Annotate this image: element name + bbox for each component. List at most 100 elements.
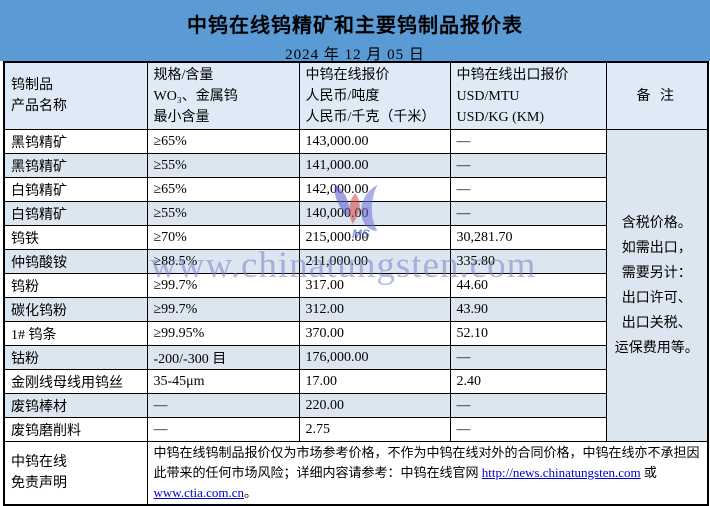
rmb-price-cell: 370.00	[298, 321, 451, 346]
disclaimer-text: 中钨在线钨制品报价仅为市场参考价格，不作为中钨在线对外的合同价格，中钨在线亦不承…	[146, 441, 709, 506]
product-name-cell: 废钨棒材	[3, 393, 148, 418]
rmb-price-cell: 312.00	[298, 297, 451, 322]
disclaimer-label: 中钨在线 免责声明	[3, 441, 148, 506]
usd-price-cell: —	[449, 177, 607, 202]
spec-cell: ≥70%	[146, 225, 300, 250]
report-date: 2024 年 12 月 05 日	[285, 47, 425, 63]
usd-price-cell: 52.10	[449, 321, 607, 346]
disclaimer-text-part: 中钨在线钨制品报价仅为市场参考价格，不作为中钨在线对外的合同价格，中钨在线亦不承…	[153, 445, 700, 480]
rmb-price-cell: 142,000.00	[298, 177, 451, 202]
remark-line: 出口关税、	[621, 315, 692, 331]
usd-price-cell: —	[449, 201, 607, 226]
rmb-price-cell: 215,000.00	[298, 225, 451, 250]
spec-cell: ≥55%	[146, 153, 300, 178]
product-name-cell: 白钨精矿	[3, 201, 148, 226]
header-line: 产品名称	[11, 99, 67, 114]
header-line: USD/KG (KM)	[456, 109, 545, 125]
header-line: WO₃、金属钨	[153, 88, 238, 104]
col-header-product: 钨制品 产品名称	[3, 61, 148, 130]
header-line: USD/MTU	[456, 88, 520, 104]
table-row: 黑钨精矿 ≥55% 141,000.00—	[3, 153, 708, 178]
product-name-cell: 仲钨酸铵	[3, 249, 148, 274]
usd-price-cell: —	[449, 129, 607, 154]
header-line: 中钨在线报价	[305, 67, 390, 83]
table-row: 钴粉 -200/-300 目 176,000.00—	[3, 345, 708, 370]
header-line: 人民币/千克（千米）	[305, 109, 436, 125]
usd-price-cell: —	[449, 393, 607, 418]
spec-cell: ≥65%	[146, 129, 300, 154]
disclaimer-text-part: 或	[640, 465, 657, 480]
rmb-price-cell: 17.00	[298, 369, 451, 394]
header-row: 钨制品 产品名称 规格/含量 WO₃、金属钨 最小含量 中钨在线报价 人民币/吨…	[3, 61, 709, 130]
remark-line: 如需出口，	[621, 240, 692, 256]
rmb-price-cell: 141,000.00	[298, 153, 451, 178]
disclaimer-row: 中钨在线 免责声明 中钨在线钨制品报价仅为市场参考价格，不作为中钨在线对外的合同…	[3, 441, 709, 506]
product-name-cell: 金刚线母线用钨丝	[3, 369, 148, 394]
spec-cell: ≥55%	[146, 201, 300, 226]
spec-cell: ≥65%	[146, 177, 300, 202]
header-line: 中钨在线出口报价	[456, 67, 569, 83]
product-name-cell: 黑钨精矿	[3, 129, 148, 154]
spec-cell: ≥99.95%	[146, 321, 300, 346]
remark-line: 出口许可、	[621, 290, 692, 306]
usd-price-cell: 335.80	[449, 249, 607, 274]
ctia-link[interactable]: www.ctia.com.cn	[153, 485, 245, 500]
usd-price-cell: —	[449, 417, 607, 442]
table-row: 白钨精矿 ≥55% 140,000.00—	[3, 201, 708, 226]
table-row: 白钨精矿 ≥65% 142,000.00—	[3, 177, 708, 202]
header-line: 最小含量	[153, 109, 210, 125]
product-name-cell: 1# 钨条	[3, 321, 148, 346]
title-band: 中钨在线钨精矿和主要钨制品报价表 2024 年 12 月 05 日	[0, 0, 710, 63]
remark-line: 需要另计：	[621, 265, 692, 281]
rmb-price-cell: 220.00	[298, 393, 451, 418]
remark-cell: 含税价格。如需出口， 需要另计： 出口许可、出口关税、运保费用等。	[605, 129, 709, 442]
usd-price-cell: 43.90	[449, 297, 607, 322]
disclaimer-text-part: 。	[244, 485, 258, 500]
col-header-spec: 规格/含量 WO₃、金属钨 最小含量	[146, 61, 300, 130]
header-line: 人民币/吨度	[305, 88, 380, 104]
table-row: 仲钨酸铵 ≥88.5% 211,000.00 335.80	[3, 249, 708, 274]
table-row: 1# 钨条 ≥99.95% 370.00 52.10	[3, 321, 708, 346]
usd-price-cell: —	[449, 345, 607, 370]
product-name-cell: 碳化钨粉	[3, 297, 148, 322]
price-table: 钨制品 产品名称 规格/含量 WO₃、金属钨 最小含量 中钨在线报价 人民币/吨…	[3, 61, 709, 506]
col-header-usd-price: 中钨在线出口报价 USD/MTU USD/KG (KM)	[449, 61, 607, 130]
rmb-price-cell: 140,000.00	[298, 201, 451, 226]
usd-price-cell: 2.40	[449, 369, 607, 394]
remark-line: 含税价格。	[621, 215, 692, 231]
spec-cell: —	[146, 417, 300, 442]
spec-cell: -200/-300 目	[146, 345, 300, 370]
product-name-cell: 白钨精矿	[3, 177, 148, 202]
disclaimer-label-line: 中钨在线	[11, 455, 67, 470]
table-row: 钨粉 ≥99.7% 317.00 44.60	[3, 273, 708, 298]
col-header-rmb-price: 中钨在线报价 人民币/吨度 人民币/千克（千米）	[298, 61, 451, 130]
product-name-cell: 废钨磨削料	[3, 417, 148, 442]
table-row: 废钨棒材 —220.00—	[3, 393, 708, 418]
product-name-cell: 钴粉	[3, 345, 148, 370]
header-line: 规格/含量	[153, 67, 214, 83]
product-name-cell: 黑钨精矿	[3, 153, 148, 178]
disclaimer-label-line: 免责声明	[11, 476, 67, 491]
usd-price-cell: 44.60	[449, 273, 607, 298]
rmb-price-cell: 211,000.00	[298, 249, 451, 274]
table-row: 金刚线母线用钨丝 35-45μm 17.00 2.40	[3, 369, 708, 394]
table-row: 废钨磨削料 —2.75—	[3, 417, 708, 442]
rmb-price-cell: 143,000.00	[298, 129, 451, 154]
usd-price-cell: —	[449, 153, 607, 178]
table-row: 碳化钨粉 ≥99.7% 312.00 43.90	[3, 297, 708, 322]
news-chinatungsten-link[interactable]: http://news.chinatungsten.com	[481, 465, 641, 480]
page-title: 中钨在线钨精矿和主要钨制品报价表	[187, 15, 523, 37]
rmb-price-cell: 2.75	[298, 417, 451, 442]
spec-cell: ≥99.7%	[146, 273, 300, 298]
spec-cell: 35-45μm	[146, 369, 300, 394]
usd-price-cell: 30,281.70	[449, 225, 607, 250]
table-row: 钨铁 ≥70% 215,000.00 30,281.70	[3, 225, 708, 250]
remark-line: 运保费用等。	[614, 340, 699, 356]
product-name-cell: 钨粉	[3, 273, 148, 298]
col-header-remark: 备 注	[605, 61, 709, 130]
rmb-price-cell: 176,000.00	[298, 345, 451, 370]
product-name-cell: 钨铁	[3, 225, 148, 250]
spec-cell: ≥99.7%	[146, 297, 300, 322]
table-row: 黑钨精矿 ≥65% 143,000.00— 含税价格。 如需出口， 需要另计： 出口许可、出…	[3, 129, 709, 442]
